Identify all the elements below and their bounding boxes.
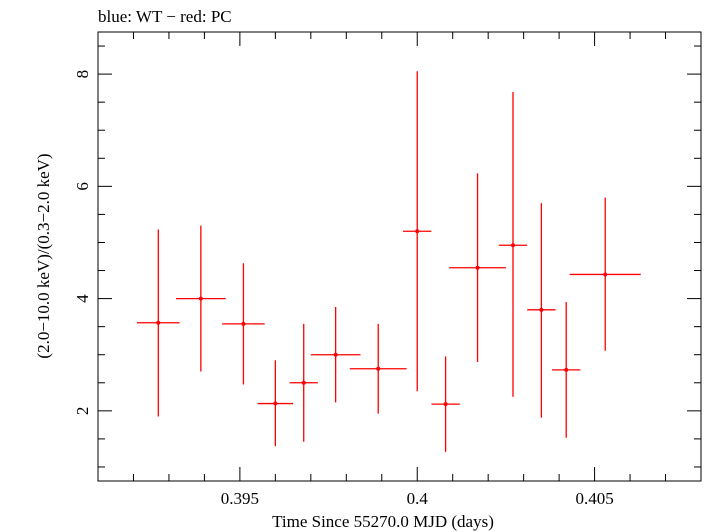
data-point bbox=[498, 92, 528, 397]
data-point bbox=[449, 173, 506, 363]
y-axis-label: (2.0−10.0 keV)/(0.3−2.0 keV) bbox=[34, 153, 53, 358]
y-tick-label: 4 bbox=[73, 294, 92, 303]
chart-title: blue: WT − red: PC bbox=[98, 7, 232, 26]
data-point bbox=[431, 356, 460, 452]
point-marker bbox=[603, 272, 608, 277]
data-point bbox=[257, 360, 294, 447]
point-marker bbox=[156, 320, 161, 325]
point-marker bbox=[511, 243, 516, 248]
data-point bbox=[137, 229, 180, 417]
x-tick-label: 0.4 bbox=[407, 489, 429, 508]
data-point bbox=[403, 71, 432, 392]
y-tick-label: 2 bbox=[73, 407, 92, 416]
y-axis-ticks: 2 4 6 8 bbox=[73, 45, 701, 468]
x-tick-label: 0.395 bbox=[221, 489, 259, 508]
point-marker bbox=[415, 229, 420, 234]
point-marker bbox=[475, 265, 480, 270]
x-axis-ticks: 0.395 0.4 0.405 bbox=[97, 32, 702, 508]
point-marker bbox=[333, 352, 338, 357]
point-marker bbox=[443, 402, 448, 407]
y-tick-label: 6 bbox=[73, 182, 92, 191]
data-point bbox=[552, 301, 581, 438]
point-marker bbox=[241, 321, 246, 326]
point-marker bbox=[376, 366, 381, 371]
data-point bbox=[349, 323, 407, 414]
point-marker bbox=[539, 307, 544, 312]
point-marker bbox=[301, 380, 306, 385]
data-point bbox=[569, 197, 641, 351]
point-marker bbox=[198, 296, 203, 301]
data-point bbox=[176, 225, 226, 372]
point-marker bbox=[273, 401, 278, 406]
data-point bbox=[222, 263, 265, 385]
data-series-pc bbox=[137, 71, 641, 452]
data-point bbox=[527, 203, 556, 418]
plot-frame bbox=[97, 31, 702, 482]
x-tick-label: 0.405 bbox=[575, 489, 613, 508]
x-axis-label: Time Since 55270.0 MJD (days) bbox=[272, 512, 494, 531]
data-point bbox=[310, 307, 361, 403]
data-point bbox=[289, 323, 318, 442]
point-marker bbox=[564, 367, 569, 372]
y-tick-label: 8 bbox=[73, 70, 92, 79]
